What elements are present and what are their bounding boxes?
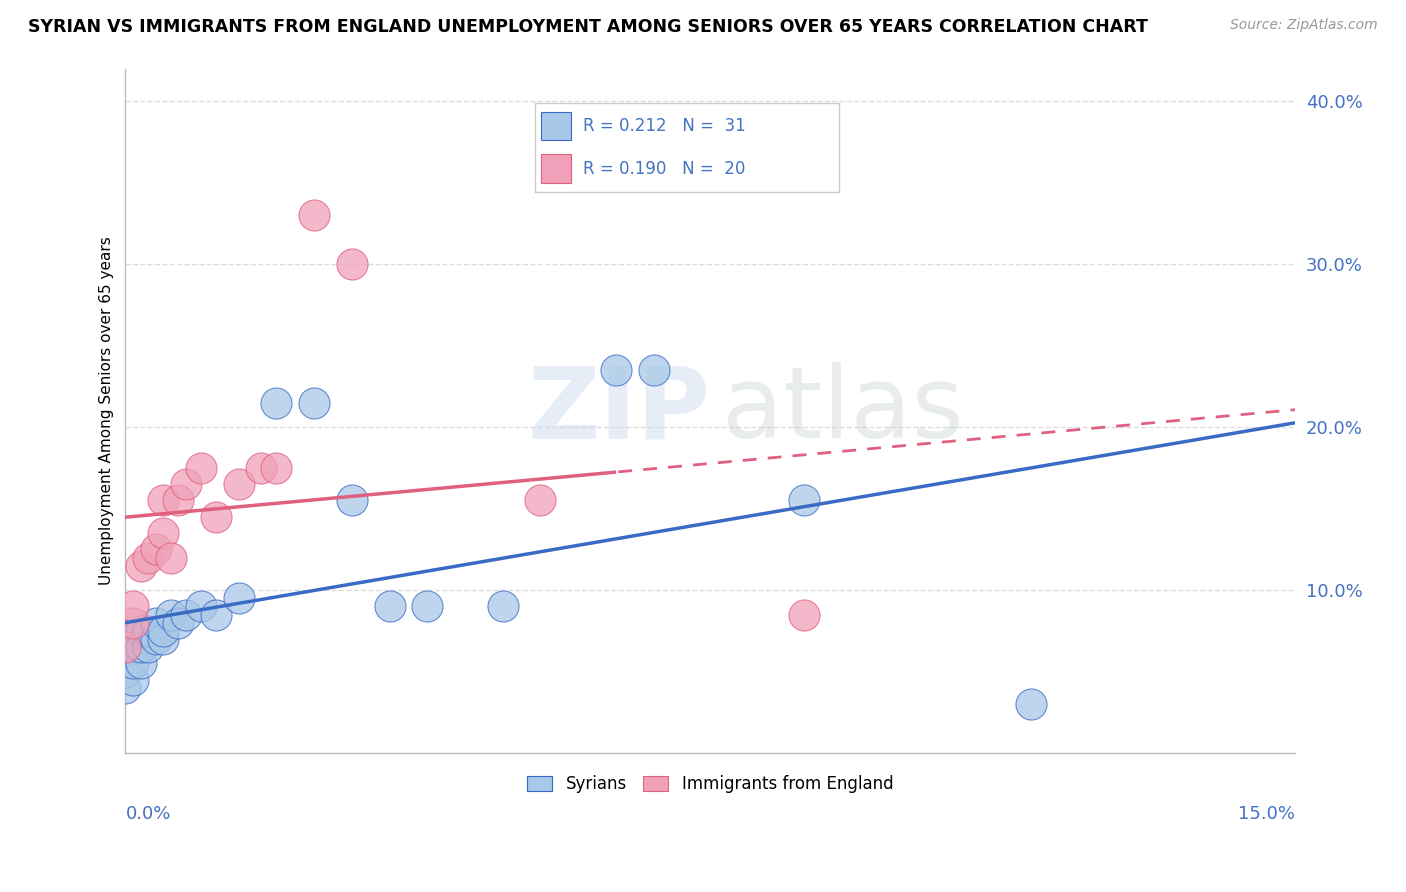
Point [122, 640, 145, 655]
Text: 0.0%: 0.0% [125, 805, 172, 823]
Point [159, 607, 181, 622]
Point [122, 673, 145, 687]
Point [152, 493, 174, 508]
Point [492, 599, 515, 614]
Point [378, 599, 401, 614]
Point [416, 599, 439, 614]
Point [302, 395, 325, 409]
Point [605, 363, 627, 377]
Text: SYRIAN VS IMMIGRANTS FROM ENGLAND UNEMPLOYMENT AMONG SENIORS OVER 65 YEARS CORRE: SYRIAN VS IMMIGRANTS FROM ENGLAND UNEMPL… [28, 18, 1147, 36]
Point [190, 461, 212, 475]
Point [205, 607, 228, 622]
Point [159, 550, 181, 565]
Point [114, 665, 136, 679]
Point [122, 632, 145, 646]
Point [266, 395, 288, 409]
Point [122, 615, 145, 630]
Point [793, 493, 815, 508]
Point [122, 657, 145, 671]
Point [302, 208, 325, 222]
Point [136, 640, 159, 655]
Point [1019, 698, 1042, 712]
Point [122, 599, 145, 614]
Point [529, 493, 551, 508]
Point [136, 550, 159, 565]
Point [793, 607, 815, 622]
Point [114, 640, 136, 655]
Point [228, 477, 250, 491]
Text: ZIP: ZIP [527, 362, 710, 459]
Point [129, 624, 152, 638]
Legend: Syrians, Immigrants from England: Syrians, Immigrants from England [520, 768, 900, 799]
Text: atlas: atlas [721, 362, 963, 459]
Text: Source: ZipAtlas.com: Source: ZipAtlas.com [1230, 18, 1378, 32]
Point [136, 624, 159, 638]
Point [167, 615, 190, 630]
Point [643, 363, 665, 377]
Point [167, 493, 190, 508]
Point [114, 681, 136, 695]
Point [190, 599, 212, 614]
Point [340, 257, 363, 271]
Point [228, 591, 250, 606]
Point [145, 542, 167, 557]
Point [174, 607, 197, 622]
Point [145, 615, 167, 630]
Point [152, 526, 174, 541]
Point [129, 657, 152, 671]
Y-axis label: Unemployment Among Seniors over 65 years: Unemployment Among Seniors over 65 years [100, 236, 114, 585]
Point [129, 558, 152, 573]
Point [266, 461, 288, 475]
Point [174, 477, 197, 491]
Point [145, 632, 167, 646]
Text: 15.0%: 15.0% [1237, 805, 1295, 823]
Point [340, 493, 363, 508]
Point [152, 632, 174, 646]
Point [205, 509, 228, 524]
Point [152, 624, 174, 638]
Point [129, 640, 152, 655]
Point [250, 461, 273, 475]
